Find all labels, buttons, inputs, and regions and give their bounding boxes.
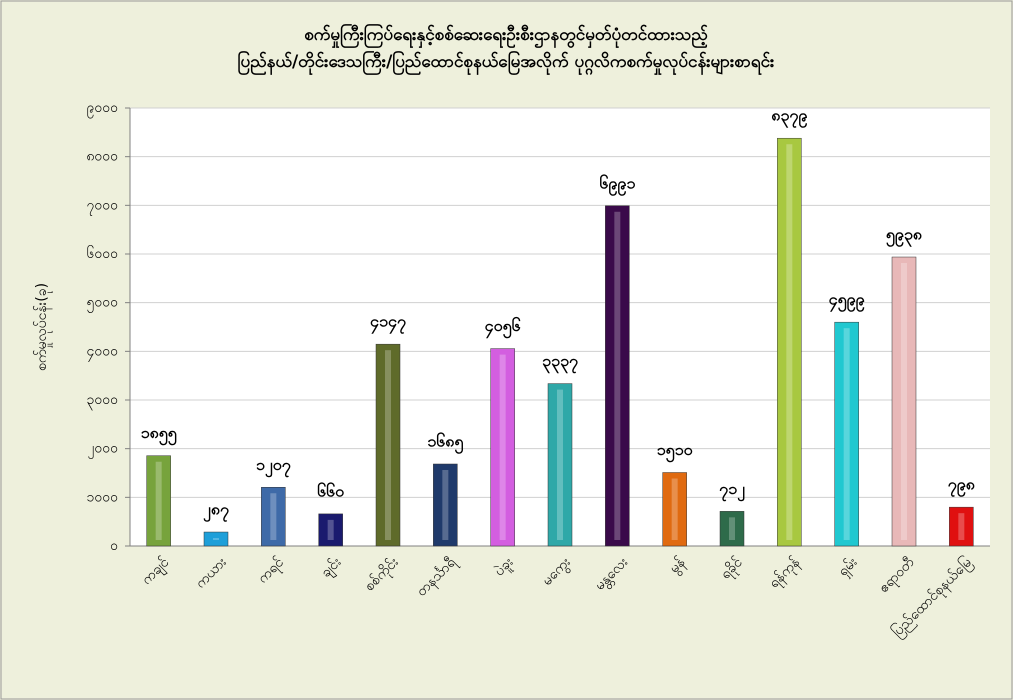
value-label: ၈၃၇၉ [771,106,807,129]
value-label: ၁၈၅၅ [141,423,177,446]
bar-highlight [729,517,735,540]
bar-highlight [442,469,449,540]
bar [203,531,229,547]
value-label: ၄၀၅၆ [485,316,521,339]
bar [547,383,573,547]
bar-highlight [270,493,277,540]
chart-title: ပြည်နယ်/တိုင်းဒေသကြီး/ပြည်ထောင်စုနယ်မြေအ… [238,49,775,76]
bar [834,321,859,547]
chart-title: စက်မှုကြီးကြပ်ရေးနှင့်စစ်ဆေးရေးဦးစီးဌာနတ… [304,22,708,49]
bar [433,463,458,547]
bar [662,472,687,547]
value-label: ၆၆၀ [317,481,344,500]
bar [318,513,343,547]
value-label: ၁၅၁၀ [657,440,693,463]
bar-highlight [213,538,219,540]
y-tick-label: ၀ [110,538,118,554]
bar [891,256,917,547]
bar-highlight [614,211,621,540]
y-tick-label: ၄၀၀၀ [87,343,119,361]
y-tick-label: ၁၀၀၀ [87,489,119,505]
bar [605,205,630,547]
bar [146,455,171,547]
bar-highlight [958,513,965,540]
bar-highlight [499,354,506,540]
value-label: ၆၉၉၁ [599,173,635,196]
bar-highlight [557,389,563,540]
y-tick-label: ၈၀၀၀ [86,149,118,165]
bar-highlight [155,461,162,540]
value-label: ၄၁၄၇ [370,312,406,335]
value-label: ၅၉၃၈ [886,225,923,248]
bar-highlight [385,350,391,540]
bar-highlight [671,478,678,540]
y-tick-label: ၂၀၀၀ [87,441,118,459]
bar [261,487,286,547]
y-tick-label: ၅၀၀၀ [87,295,119,313]
y-tick-label: ၇၀၀၀ [87,197,119,215]
bar-highlight [786,144,793,541]
y-tick-label: ၉၀၀၀ [87,100,119,118]
bar [375,343,401,547]
bar [777,137,802,547]
value-label: ၄၅၉၉ [829,290,865,313]
bar [490,348,515,547]
y-tick-label: ၃၀၀၀ [87,392,119,410]
value-label: ၇၁၂ [719,479,745,502]
y-tick-label: ၆၀၀၀ [87,246,119,262]
value-label: ၃၃၃၇ [542,351,578,374]
bar-highlight [843,328,850,540]
value-label: ၁၂၀၇ [256,455,291,478]
bar [949,506,974,547]
value-label: ၇၉၈ [948,475,976,498]
bar-highlight [327,519,334,540]
y-axis-label: စက်မှုလုပ်ငန်း(ခု) [34,283,52,371]
bar-highlight [901,263,907,540]
bar [719,511,745,547]
value-label: ၂၈၇ [203,500,229,523]
value-label: ၁၆၈၅ [427,431,463,454]
